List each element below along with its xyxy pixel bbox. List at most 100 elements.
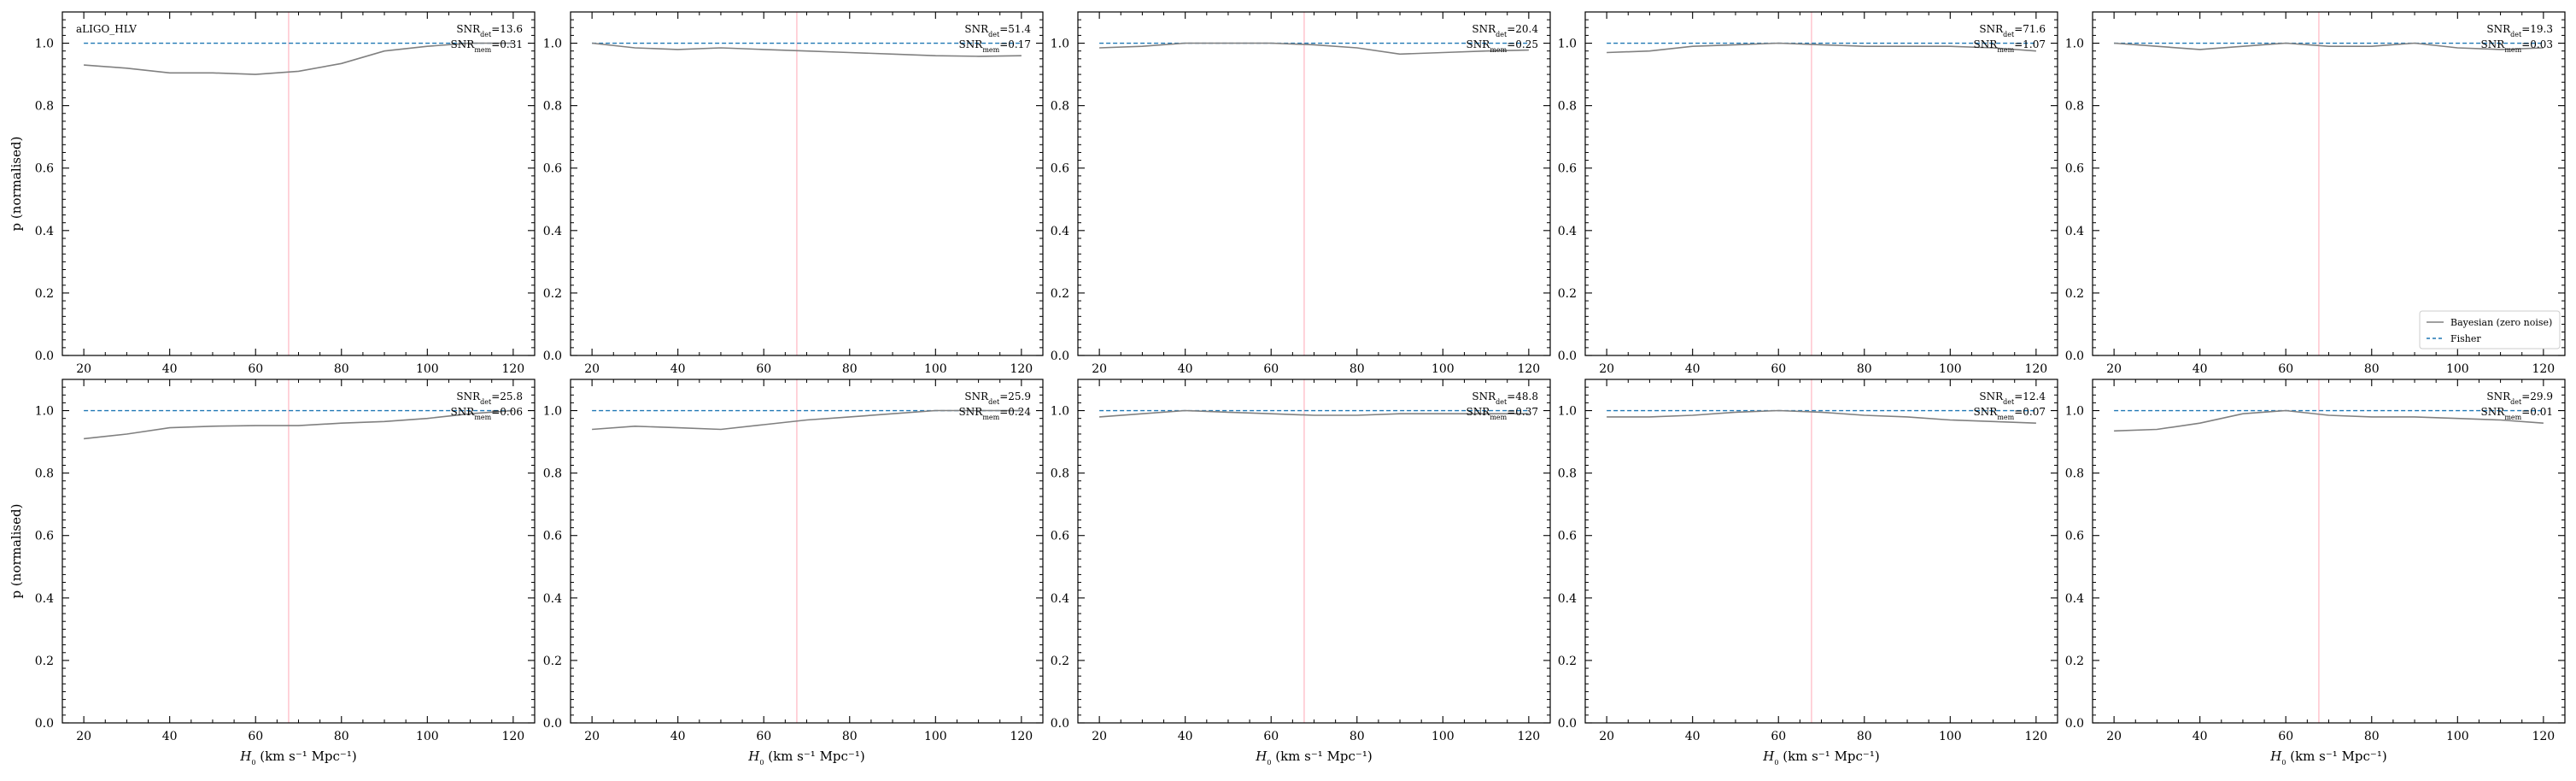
y-tick-label: 1.0 <box>1051 38 1069 51</box>
y-tick-label: 0.8 <box>1051 100 1069 114</box>
subplot-5: 20 40 60 80 100 120 0.0 0.2 0.4 0.6 0.8 1.0 SNRdet=1… <box>2065 11 2566 376</box>
snr-det-annotation: SNRdet=48.8 <box>1472 390 1538 406</box>
x-tick-label: 40 <box>1685 730 1701 743</box>
snr-det-annotation: SNRdet=71.6 <box>1979 23 2046 38</box>
snr-det-annotation: SNRdet=13.6 <box>456 23 523 38</box>
x-axis-label: H0 (km s⁻¹ Mpc⁻¹) <box>1762 749 1879 766</box>
y-tick-label: 1.0 <box>1558 38 1577 51</box>
x-tick-label: 60 <box>1771 730 1786 743</box>
snr-det-annotation: SNRdet=29.9 <box>2486 390 2553 406</box>
x-tick-label: 100 <box>924 730 947 743</box>
legend-box <box>2419 310 2561 349</box>
x-tick-label: 60 <box>756 730 771 743</box>
subplot-7: 20 40 60 80 100 120 0.0 0.2 0.4 0.6 0.8 1.0 SNRdet=2… <box>543 379 1044 766</box>
x-tick-label: 120 <box>2024 362 2047 376</box>
snr-mem-annotation: SNRmem=0.01 <box>2481 406 2553 421</box>
axes-frame <box>2092 11 2566 356</box>
x-tick-label: 80 <box>1857 730 1872 743</box>
y-tick-label: 1.0 <box>1051 405 1069 419</box>
y-tick-label: 1.0 <box>35 38 54 51</box>
y-axis-label: p (normalised) <box>9 504 24 599</box>
snr-det-annotation: SNRdet=25.8 <box>456 390 523 406</box>
x-tick-label: 80 <box>842 362 858 376</box>
y-tick-label: 0.0 <box>35 717 54 731</box>
y-tick-label: 0.8 <box>2065 467 2084 481</box>
x-tick-label: 100 <box>1431 730 1455 743</box>
y-tick-label: 0.0 <box>35 349 54 363</box>
x-tick-label: 120 <box>1517 362 1540 376</box>
y-tick-label: 0.4 <box>35 225 54 238</box>
x-tick-label: 100 <box>416 362 439 376</box>
y-tick-label: 0.0 <box>2065 349 2084 363</box>
x-tick-label: 100 <box>2446 362 2469 376</box>
y-tick-label: 0.6 <box>543 530 562 543</box>
y-tick-label: 0.6 <box>2065 162 2084 176</box>
y-tick-label: 0.0 <box>1051 349 1069 363</box>
y-tick-label: 0.4 <box>2065 225 2084 238</box>
axes-frame <box>61 379 536 724</box>
x-tick-label: 120 <box>2024 730 2047 743</box>
x-axis-label: H0 (km s⁻¹ Mpc⁻¹) <box>239 749 356 766</box>
y-tick-label: 0.0 <box>543 717 562 731</box>
subplot-10: 20 40 60 80 100 120 0.0 0.2 0.4 0.6 0.8 1.0 SNRdet=2… <box>2065 379 2566 766</box>
y-axis-label: p (normalised) <box>9 137 24 232</box>
x-tick-label: 40 <box>2193 730 2208 743</box>
x-tick-label: 40 <box>162 362 178 376</box>
x-tick-label: 20 <box>1599 730 1614 743</box>
x-tick-label: 20 <box>2106 730 2122 743</box>
y-tick-label: 0.0 <box>2065 717 2084 731</box>
subplot-9: 20 40 60 80 100 120 0.0 0.2 0.4 0.6 0.8 1.0 SNRdet=1… <box>1558 379 2058 766</box>
x-tick-label: 20 <box>1599 362 1614 376</box>
y-tick-label: 0.8 <box>1558 467 1577 481</box>
y-tick-label: 0.6 <box>1051 530 1069 543</box>
x-tick-label: 40 <box>1178 730 1193 743</box>
y-tick-label: 0.0 <box>1558 349 1577 363</box>
x-tick-label: 40 <box>1178 362 1193 376</box>
snr-det-annotation: SNRdet=51.4 <box>964 23 1031 38</box>
x-tick-label: 100 <box>1939 362 1962 376</box>
y-tick-label: 0.6 <box>35 530 54 543</box>
y-tick-label: 0.0 <box>543 349 562 363</box>
y-tick-label: 0.6 <box>543 162 562 176</box>
y-tick-label: 0.8 <box>35 100 54 114</box>
subplot-6: 20 40 60 80 100 120 0.0 0.2 0.4 0.6 0.8 1.0 SNRdet=2… <box>9 379 536 766</box>
x-tick-label: 20 <box>2106 362 2122 376</box>
x-tick-label: 80 <box>334 362 349 376</box>
snr-mem-annotation: SNRmem=0.37 <box>1467 406 1538 421</box>
x-tick-label: 120 <box>501 730 524 743</box>
y-tick-label: 1.0 <box>1558 405 1577 419</box>
x-tick-label: 60 <box>2278 362 2293 376</box>
x-tick-label: 40 <box>670 730 686 743</box>
bayesian-line <box>2114 42 2544 50</box>
x-tick-label: 80 <box>2364 730 2380 743</box>
legend-bayesian-label: Bayesian (zero noise) <box>2450 317 2552 328</box>
subplot-3: 20 40 60 80 100 120 0.0 0.2 0.4 0.6 0.8 1.0 SNRdet=2… <box>1051 11 1551 376</box>
y-tick-label: 0.8 <box>543 100 562 114</box>
x-tick-label: 120 <box>1010 362 1033 376</box>
x-tick-label: 60 <box>1771 362 1786 376</box>
y-tick-label: 0.0 <box>1051 717 1069 731</box>
x-tick-label: 20 <box>584 730 600 743</box>
y-tick-label: 0.6 <box>1558 162 1577 176</box>
y-tick-label: 0.4 <box>1051 225 1069 238</box>
y-tick-label: 0.6 <box>35 162 54 176</box>
bayesian-line <box>2114 409 2544 432</box>
y-tick-label: 0.4 <box>35 592 54 606</box>
bayesian-line <box>1607 409 2036 424</box>
y-tick-label: 0.2 <box>2065 287 2084 301</box>
x-tick-label: 20 <box>76 362 91 376</box>
x-axis-label: H0 (km s⁻¹ Mpc⁻¹) <box>1255 749 1372 766</box>
y-tick-label: 0.0 <box>1558 717 1577 731</box>
subplot-4: 20 40 60 80 100 120 0.0 0.2 0.4 0.6 0.8 1.0 SNRdet=7… <box>1558 11 2058 376</box>
bayesian-line <box>1099 42 1529 56</box>
axes-frame <box>1584 379 2058 724</box>
y-tick-label: 0.8 <box>35 467 54 481</box>
x-tick-label: 100 <box>2446 730 2469 743</box>
x-tick-label: 60 <box>756 362 771 376</box>
bayesian-line <box>84 409 513 440</box>
y-tick-label: 0.4 <box>1558 592 1577 606</box>
y-tick-label: 1.0 <box>543 38 562 51</box>
x-tick-label: 80 <box>1349 362 1365 376</box>
y-tick-label: 0.4 <box>1558 225 1577 238</box>
